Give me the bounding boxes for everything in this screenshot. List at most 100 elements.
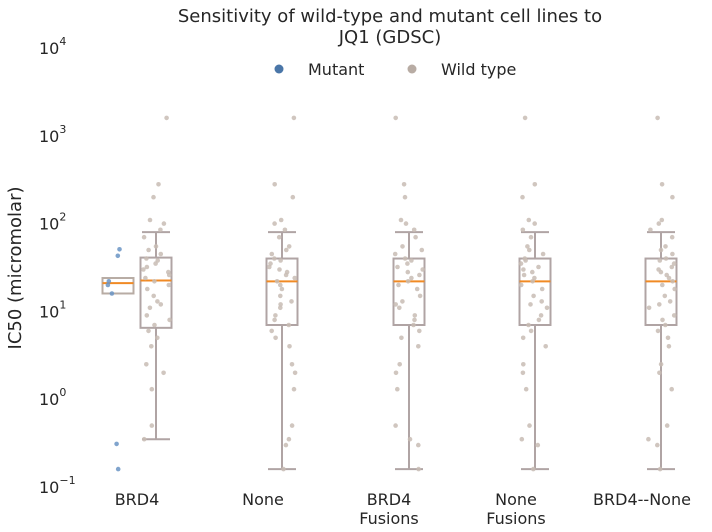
data-point (278, 258, 283, 263)
wildtype-box-4 (644, 115, 678, 472)
data-point (671, 313, 677, 318)
data-point (147, 305, 153, 311)
data-point (272, 317, 277, 323)
data-point (156, 182, 161, 187)
data-point (655, 115, 660, 121)
wildtype-points-4 (646, 115, 677, 472)
data-point (146, 328, 151, 334)
data-point (269, 328, 275, 334)
data-point (117, 247, 122, 252)
data-point (158, 251, 164, 257)
data-point (657, 258, 663, 263)
data-point (115, 466, 121, 472)
data-point (291, 115, 297, 121)
data-point (153, 244, 159, 249)
data-point (149, 344, 154, 349)
data-point (283, 272, 289, 278)
data-point (664, 423, 670, 428)
data-point (530, 279, 535, 284)
data-point (662, 293, 668, 299)
data-point (658, 362, 664, 367)
data-point (528, 302, 533, 307)
data-point (403, 221, 409, 226)
data-point (397, 362, 403, 367)
plot-area (101, 115, 678, 472)
data-point (395, 386, 400, 392)
x-tick-label: Fusions (486, 509, 546, 528)
data-point (539, 299, 544, 304)
data-point (669, 386, 674, 392)
data-point (655, 328, 661, 334)
data-point (532, 182, 538, 187)
data-point (417, 293, 423, 299)
data-point (292, 275, 298, 281)
data-point (413, 234, 418, 240)
data-point (658, 269, 664, 275)
data-point (646, 436, 651, 442)
data-point (520, 370, 526, 376)
y-tick-label: 101 (39, 298, 66, 321)
data-point (144, 362, 149, 367)
data-point (292, 370, 298, 376)
data-point (143, 275, 148, 281)
data-point (660, 282, 665, 288)
data-point (277, 267, 282, 272)
data-point (286, 436, 292, 442)
box-iqr (265, 257, 299, 327)
x-tick-label: Fusions (359, 509, 419, 528)
data-point (272, 182, 278, 187)
data-point (153, 261, 158, 266)
data-point (166, 272, 172, 278)
data-point (114, 441, 119, 447)
data-point (409, 275, 414, 281)
data-point (412, 317, 417, 323)
data-point (393, 115, 399, 121)
data-point (393, 370, 399, 376)
data-point (412, 313, 418, 318)
data-point (523, 386, 529, 392)
data-point (417, 328, 422, 334)
data-point (272, 221, 277, 226)
data-point (289, 299, 294, 304)
chart-title: Sensitivity of wild-type and mutant cell… (178, 6, 602, 48)
data-point (531, 466, 536, 472)
data-point (401, 182, 407, 187)
data-point (526, 322, 531, 328)
data-point (398, 217, 404, 223)
data-point (663, 256, 669, 261)
data-point (419, 247, 425, 253)
data-point (158, 302, 164, 307)
data-point (531, 293, 536, 299)
data-point (528, 234, 534, 240)
data-point (535, 442, 541, 448)
data-point (525, 244, 530, 249)
chart-title-line-2: JQ1 (GDSC) (338, 27, 442, 48)
data-point (536, 264, 541, 270)
data-point (402, 194, 408, 200)
legend-item-wild-type: Wild type (407, 60, 516, 79)
data-point (145, 286, 150, 292)
data-point (532, 221, 537, 226)
data-point (291, 386, 297, 392)
data-point (657, 302, 662, 307)
data-point (520, 227, 526, 233)
data-point (392, 251, 398, 257)
x-tick-label: BRD4 (367, 490, 412, 509)
data-point (115, 253, 121, 259)
data-point (144, 256, 149, 261)
mutant-points-0 (105, 247, 122, 472)
data-point (278, 293, 283, 299)
data-point (281, 466, 286, 472)
data-point (669, 234, 675, 240)
data-point (646, 305, 652, 311)
data-point (536, 317, 542, 323)
data-point (146, 247, 151, 253)
legend: Mutant Wild type (274, 60, 516, 79)
data-point (274, 279, 280, 284)
data-point (273, 313, 278, 318)
data-point (393, 423, 398, 428)
data-point (147, 217, 153, 223)
data-point (405, 261, 410, 266)
